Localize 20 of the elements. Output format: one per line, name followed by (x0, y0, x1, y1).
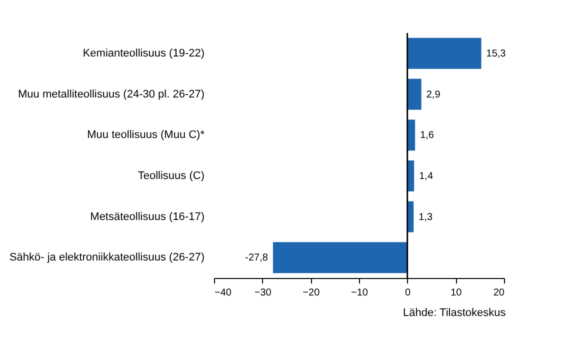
text: Lähde: Tilastokeskus (403, 307, 506, 319)
y-tick-label: Kemianteollisuus (19-22) (82, 47, 204, 60)
data-label: 1,4 (419, 170, 434, 182)
x-tick-label: 0 (405, 288, 412, 298)
data-label: 1,6 (420, 130, 434, 142)
data-label: 2,9 (426, 89, 441, 100)
x-tick-label: −10 (351, 288, 368, 298)
x-tick-label: 20 (493, 288, 505, 298)
y-tick-label: Teollisuus (C) (138, 170, 204, 182)
data-label: 15,3 (486, 48, 506, 60)
x-tick-label: −30 (254, 288, 272, 298)
data-label: -27,8 (245, 252, 268, 264)
x-tick-label: 10 (450, 288, 462, 298)
y-tick-label: Metsäteollisuus (16-17) (90, 210, 204, 223)
x-tick-label: −20 (302, 288, 320, 298)
y-tick-label: Sähkö- ja elektroniikkateollisuus (26-27) (9, 252, 204, 264)
x-tick-label: −40 (214, 288, 232, 298)
y-tick-label: Muu teollisuus (Muu C)* (87, 129, 206, 142)
data-label: 1,3 (418, 212, 433, 223)
y-tick-label: Muu metalliteollisuus (24-30 pl. 26-27) (18, 88, 204, 100)
